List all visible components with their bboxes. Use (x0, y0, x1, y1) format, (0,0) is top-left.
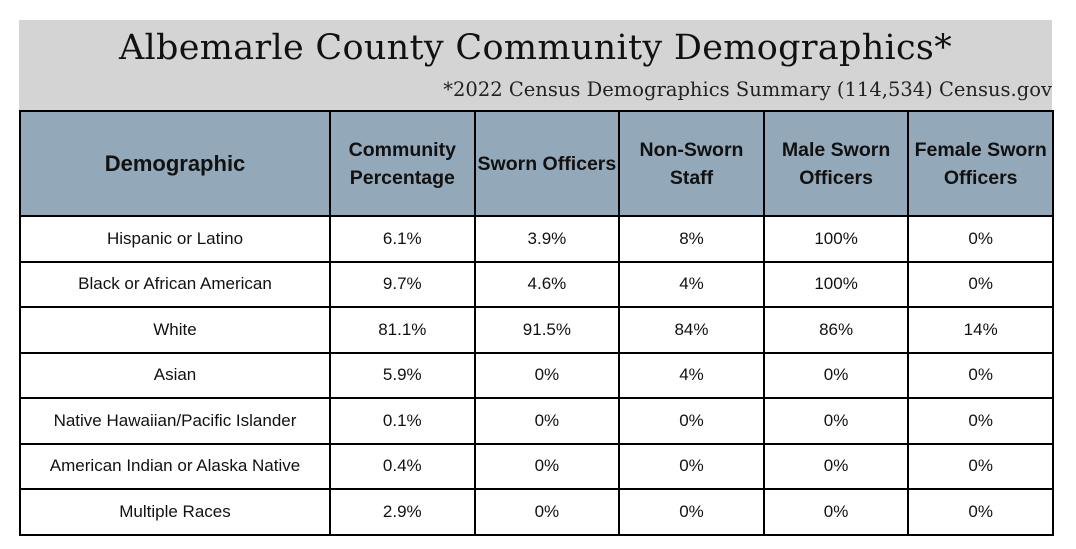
cell-community-percentage: 9.7% (329, 260, 476, 308)
cell-non-sworn-staff: 0% (618, 442, 765, 490)
table-row: American Indian or Alaska Native 0.4% 0%… (19, 442, 1054, 490)
column-header-female-sworn-officers: Female Sworn Officers (907, 110, 1054, 217)
cell-sworn-officers: 0% (473, 488, 621, 536)
column-header-non-sworn-staff: Non-Sworn Staff (618, 110, 765, 217)
column-header-community-percentage: Community Percentage (329, 110, 476, 217)
table-row: White 81.1% 91.5% 84% 86% 14% (19, 306, 1054, 354)
cell-female-sworn-officers: 0% (907, 397, 1054, 445)
cell-non-sworn-staff: 4% (618, 351, 765, 399)
cell-female-sworn-officers: 0% (907, 215, 1054, 263)
cell-demographic: American Indian or Alaska Native (19, 442, 331, 490)
cell-non-sworn-staff: 0% (618, 488, 765, 536)
cell-non-sworn-staff: 0% (618, 397, 765, 445)
column-header-demographic: Demographic (19, 110, 331, 217)
cell-demographic: Native Hawaiian/Pacific Islander (19, 397, 331, 445)
table-row: Native Hawaiian/Pacific Islander 0.1% 0%… (19, 397, 1054, 445)
cell-male-sworn-officers: 0% (762, 488, 910, 536)
cell-demographic: Black or African American (19, 260, 331, 308)
cell-community-percentage: 5.9% (329, 351, 476, 399)
cell-non-sworn-staff: 4% (618, 260, 765, 308)
column-header-male-sworn-officers: Male Sworn Officers (762, 110, 910, 217)
cell-sworn-officers: 0% (473, 351, 621, 399)
cell-male-sworn-officers: 86% (762, 306, 910, 354)
cell-demographic: Asian (19, 351, 331, 399)
cell-male-sworn-officers: 0% (762, 397, 910, 445)
demographics-table: Demographic Community Percentage Sworn O… (19, 110, 1054, 536)
cell-demographic: White (19, 306, 331, 354)
cell-demographic: Multiple Races (19, 488, 331, 536)
cell-non-sworn-staff: 8% (618, 215, 765, 263)
cell-community-percentage: 0.4% (329, 442, 476, 490)
cell-female-sworn-officers: 0% (907, 351, 1054, 399)
cell-male-sworn-officers: 0% (762, 351, 910, 399)
cell-sworn-officers: 3.9% (473, 215, 621, 263)
cell-non-sworn-staff: 84% (618, 306, 765, 354)
cell-female-sworn-officers: 0% (907, 260, 1054, 308)
column-header-sworn-officers: Sworn Officers (473, 110, 621, 217)
cell-female-sworn-officers: 0% (907, 488, 1054, 536)
cell-sworn-officers: 91.5% (473, 306, 621, 354)
cell-community-percentage: 6.1% (329, 215, 476, 263)
table-row: Hispanic or Latino 6.1% 3.9% 8% 100% 0% (19, 215, 1054, 263)
cell-male-sworn-officers: 0% (762, 442, 910, 490)
cell-community-percentage: 81.1% (329, 306, 476, 354)
cell-male-sworn-officers: 100% (762, 260, 910, 308)
table-row: Multiple Races 2.9% 0% 0% 0% 0% (19, 488, 1054, 536)
table-header-row: Demographic Community Percentage Sworn O… (19, 110, 1054, 217)
cell-sworn-officers: 0% (473, 397, 621, 445)
title-banner: Albemarle County Community Demographics*… (19, 20, 1052, 110)
cell-female-sworn-officers: 0% (907, 442, 1054, 490)
cell-sworn-officers: 0% (473, 442, 621, 490)
cell-female-sworn-officers: 14% (907, 306, 1054, 354)
cell-community-percentage: 2.9% (329, 488, 476, 536)
table-row: Asian 5.9% 0% 4% 0% 0% (19, 351, 1054, 399)
table-row: Black or African American 9.7% 4.6% 4% 1… (19, 260, 1054, 308)
cell-demographic: Hispanic or Latino (19, 215, 331, 263)
page-subtitle: *2022 Census Demographics Summary (114,5… (443, 78, 1052, 101)
cell-sworn-officers: 4.6% (473, 260, 621, 308)
cell-male-sworn-officers: 100% (762, 215, 910, 263)
cell-community-percentage: 0.1% (329, 397, 476, 445)
page-title: Albemarle County Community Demographics* (118, 28, 952, 68)
